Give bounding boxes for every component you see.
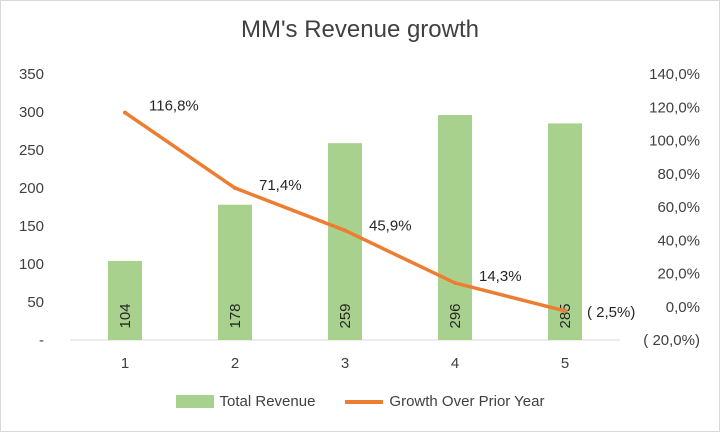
- growth-point-label: ( 2,5%): [587, 304, 635, 321]
- growth-point: [563, 308, 567, 313]
- revenue-bar-label: 104: [117, 303, 134, 328]
- revenue-bar-label: 296: [447, 303, 464, 328]
- growth-point-label: 14,3%: [479, 268, 522, 285]
- y-right-tick-label: 0,0%: [666, 299, 700, 316]
- x-tick-label: 5: [561, 355, 569, 372]
- y-right-tick-label: 120,0%: [649, 99, 700, 116]
- x-tick-label: 1: [121, 355, 129, 372]
- x-tick-label: 2: [231, 355, 239, 372]
- y-right-tick-label: 100,0%: [649, 133, 700, 150]
- y-left-tick-label: 100: [19, 256, 44, 273]
- legend-label-growth: Growth Over Prior Year: [389, 393, 545, 410]
- legend-item-growth: Growth Over Prior Year: [345, 393, 544, 410]
- y-left-tick-label: 150: [19, 218, 44, 235]
- growth-point-label: 71,4%: [259, 177, 302, 194]
- growth-point-label: 45,9%: [369, 217, 412, 234]
- y-left-tick-label: 350: [19, 66, 44, 83]
- y-left-tick-label: -: [39, 332, 44, 349]
- legend-swatch-revenue: [175, 395, 214, 408]
- y-right-tick-label: 40,0%: [657, 232, 700, 249]
- chart-title: MM's Revenue growth: [240, 16, 479, 43]
- growth-point: [453, 280, 457, 285]
- growth-point: [123, 110, 127, 115]
- revenue-bar: [548, 123, 582, 341]
- growth-point: [233, 186, 237, 191]
- growth-point: [343, 228, 347, 233]
- legend-swatch-growth: [345, 399, 384, 404]
- y-right-tick-label: 80,0%: [657, 166, 700, 183]
- y-left-tick-label: 300: [19, 104, 44, 121]
- y-left-tick-label: 200: [19, 180, 44, 197]
- x-tick-label: 4: [451, 355, 459, 372]
- y-right-tick-label: 60,0%: [657, 199, 700, 216]
- revenue-bar: [218, 204, 252, 340]
- y-left-tick-label: 250: [19, 142, 44, 159]
- x-tick-label: 3: [341, 355, 349, 372]
- revenue-bar: [328, 143, 362, 340]
- y-right-tick-label: ( 20,0%): [643, 332, 700, 349]
- legend-label-revenue: Total Revenue: [219, 393, 316, 410]
- y-right-tick-label: 20,0%: [657, 266, 700, 283]
- y-left-tick-label: 50: [27, 294, 44, 311]
- legend-item-revenue: Total Revenue: [175, 393, 316, 410]
- chart-legend: Total Revenue Growth Over Prior Year: [0, 393, 720, 410]
- revenue-bar-label: 285: [557, 303, 574, 328]
- revenue-bar: [108, 260, 142, 340]
- revenue-bar-label: 178: [227, 303, 244, 328]
- growth-point-label: 116,8%: [149, 98, 199, 115]
- revenue-bar-label: 259: [337, 303, 354, 328]
- y-right-tick-label: 140,0%: [649, 66, 700, 83]
- revenue-bar: [438, 115, 472, 340]
